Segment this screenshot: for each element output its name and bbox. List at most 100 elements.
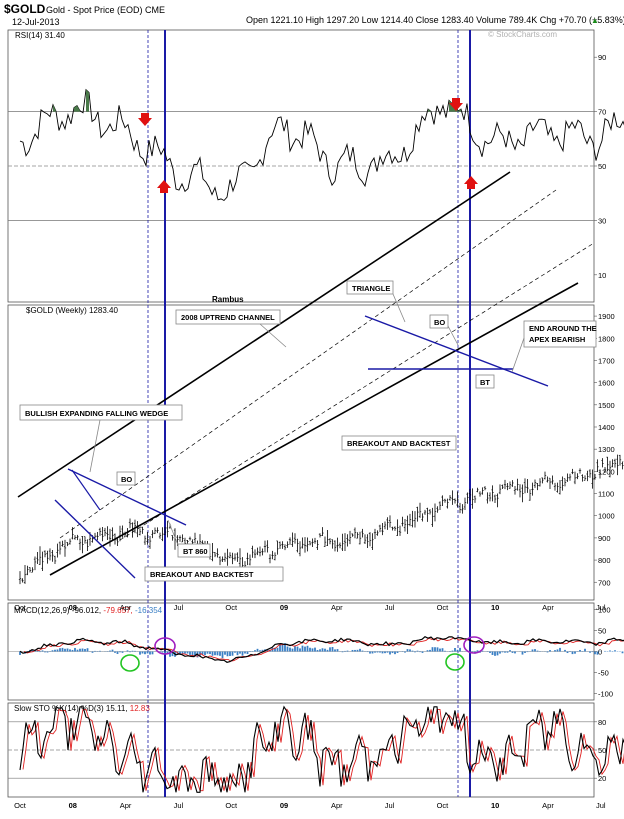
up-arrow-icon: ▲ <box>591 16 599 25</box>
sto-x-tick-label: Jul <box>174 801 184 810</box>
macd-signal-line <box>23 637 624 662</box>
price-x-tick-label: Oct <box>437 603 450 612</box>
rsi-tick-label: 70 <box>598 108 606 117</box>
red-up-arrow-icon <box>157 180 171 193</box>
sto-title-d: 12.83 <box>130 704 151 713</box>
sto-x-tick-label: Apr <box>331 801 343 810</box>
bt860-box <box>177 543 211 558</box>
macd-tick-label: 50 <box>598 626 606 635</box>
uptrend-label: 2008 UPTREND CHANNEL <box>181 313 275 322</box>
rsi-line <box>19 88 624 202</box>
rsi-tick-label: 30 <box>598 216 606 225</box>
annotations: Rambus 2008 UPTREND CHANNEL BULLISH EXPA… <box>19 280 597 582</box>
sto-x-tick-label: Jul <box>596 801 606 810</box>
sto-x-tick-label: Jul <box>385 801 395 810</box>
bt860-pointer <box>167 519 179 546</box>
price-tick-label: 1000 <box>598 512 615 521</box>
price-x-tick-label: Jul <box>596 603 606 612</box>
price-x-tick-label: Apr <box>331 603 343 612</box>
macd-line <box>19 635 624 663</box>
sto-tick-label: 80 <box>598 718 606 727</box>
sto-title-main: Slow STO %K(14) %D(3) 15.11, <box>14 704 128 713</box>
watermark: © StockCharts.com <box>488 30 557 39</box>
price-tick-label: 1300 <box>598 445 615 454</box>
macd-title-main: MACD(12,26,9) -96.012, <box>14 606 101 615</box>
sto-x-tick-label: Oct <box>225 801 238 810</box>
bearish-cross-circle <box>463 636 485 654</box>
breakout1-box <box>144 566 284 582</box>
description-label: Gold - Spot Price (EOD) CME <box>46 5 165 15</box>
sto-x-tick-label: Apr <box>120 801 132 810</box>
bo2-callout: BO <box>429 314 459 346</box>
sto-panel-title: Slow STO %K(14) %D(3) 15.11, 12.83 <box>14 704 150 713</box>
bt2-label: BT <box>480 378 490 387</box>
bt2-box <box>475 374 495 389</box>
triangle-label: TRIANGLE <box>352 284 390 293</box>
uptrend-box <box>175 309 281 325</box>
wedge-label: BULLISH EXPANDING FALLING WEDGE <box>25 409 168 418</box>
wedge-callout: BULLISH EXPANDING FALLING WEDGE <box>19 404 183 473</box>
price-tick-label: 800 <box>598 556 611 565</box>
price-x-tick-label: Oct <box>14 603 27 612</box>
triangle-upper-line <box>364 315 549 387</box>
rsi-panel-title: RSI(14) 31.40 <box>15 31 65 40</box>
price-panel-title: $GOLD (Weekly) 1283.40 <box>26 306 118 315</box>
rsi-overbought-fill <box>458 109 461 112</box>
rsi-tick-label: 50 <box>598 162 606 171</box>
exchange-text: CME <box>145 5 165 15</box>
price-tick-label: 1700 <box>598 356 615 365</box>
price-tick-label: 1600 <box>598 379 615 388</box>
rsi-overbought-fill <box>53 104 56 112</box>
bullish-cross-circle <box>445 653 465 671</box>
bo2-label: BO <box>434 318 445 327</box>
macd-title-signal: -79.657, <box>103 606 132 615</box>
bo1-callout: BO <box>116 471 136 486</box>
sto-x-tick-label: 09 <box>280 801 288 810</box>
author-label: Rambus <box>212 295 244 304</box>
wedge-lower-line <box>54 499 136 579</box>
wedge-pointer <box>89 419 101 473</box>
apex-label-line2: APEX BEARISH <box>529 335 585 344</box>
bo2-box <box>429 314 449 329</box>
macd-tick-label: 100 <box>598 605 611 614</box>
sto-x-tick-label: 10 <box>491 801 499 810</box>
price-tick-label: 1400 <box>598 423 615 432</box>
date-label: 12-Jul-2013 <box>12 17 60 27</box>
reference-lines <box>8 111 594 779</box>
apex-box <box>523 320 597 348</box>
breakout1-label: BREAKOUT AND BACKTEST <box>150 570 254 579</box>
sto-x-tick-label: Oct <box>14 801 27 810</box>
sto-tick-label: 50 <box>598 746 606 755</box>
breakout2-callout: BREAKOUT AND BACKTEST <box>341 435 457 451</box>
wedge-connector <box>71 469 101 511</box>
ohlc-label: Open 1221.10 High 1297.20 Low 1214.40 Cl… <box>246 15 624 25</box>
price-x-tick-label: Oct <box>225 603 238 612</box>
sto-x-tick-label: 08 <box>69 801 77 810</box>
macd-tick-label: -100 <box>598 690 613 699</box>
price-x-tick-label: Jul <box>385 603 395 612</box>
sto-tick-label: 20 <box>598 774 606 783</box>
price-tick-label: 900 <box>598 534 611 543</box>
rsi-tick-label: 90 <box>598 53 606 62</box>
sto-d-line <box>22 708 624 792</box>
sto-x-tick-label: Apr <box>542 801 554 810</box>
breakout2-box <box>341 435 457 451</box>
triangle-callout: TRIANGLE <box>346 280 406 323</box>
uptrend-channel-upper <box>17 171 511 498</box>
price-x-tick-label: Apr <box>120 603 132 612</box>
price-x-tick-label: Jul <box>174 603 184 612</box>
bo2-pointer <box>447 325 459 346</box>
signal-markers <box>120 98 485 672</box>
price-tick-label: 1100 <box>598 490 614 499</box>
bearish-cross-circle <box>154 637 176 655</box>
price-x-tick-label: Apr <box>542 603 554 612</box>
triangle-box <box>346 280 394 295</box>
uptrend-callout: 2008 UPTREND CHANNEL <box>175 309 287 348</box>
breakout2-label: BREAKOUT AND BACKTEST <box>347 439 451 448</box>
sto-x-tick-label: Oct <box>437 801 450 810</box>
price-tick-label: 1500 <box>598 401 615 410</box>
price-x-tick-label: 08 <box>69 603 77 612</box>
x-axis-labels: Oct Oct 08 08 Apr Apr Jul Jul Oct Oct 09 09 Apr Apr Ju… <box>14 603 606 810</box>
uptrend-channel-mid-a <box>59 189 557 539</box>
